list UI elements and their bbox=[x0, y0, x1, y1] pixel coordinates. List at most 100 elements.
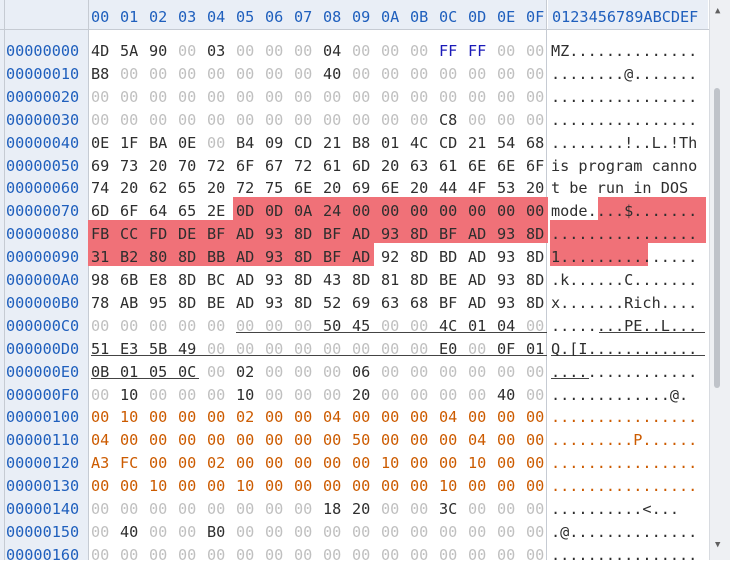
hex-byte[interactable]: 93 bbox=[265, 248, 284, 267]
hex-byte[interactable]: 00 bbox=[526, 385, 545, 404]
hex-byte[interactable]: 40 bbox=[497, 385, 516, 404]
ascii-row[interactable]: ................ bbox=[551, 477, 698, 496]
hex-byte[interactable]: 0B bbox=[91, 362, 110, 381]
hex-byte[interactable]: 00 bbox=[178, 500, 197, 518]
hex-byte[interactable]: 00 bbox=[410, 202, 429, 221]
hex-byte[interactable]: 00 bbox=[236, 522, 255, 541]
hex-byte[interactable]: 00 bbox=[352, 477, 371, 496]
hex-byte[interactable]: B0 bbox=[207, 522, 226, 541]
hex-byte[interactable]: 8D bbox=[178, 293, 197, 312]
hex-byte[interactable]: 63 bbox=[381, 293, 400, 312]
hex-byte[interactable]: 62 bbox=[149, 179, 168, 198]
hex-byte[interactable]: 00 bbox=[207, 385, 226, 404]
hex-byte[interactable]: 00 bbox=[178, 87, 197, 106]
hex-byte[interactable]: 03 bbox=[207, 42, 226, 60]
hex-byte[interactable]: 00 bbox=[439, 522, 458, 541]
hex-byte[interactable]: 00 bbox=[236, 42, 255, 60]
hex-byte[interactable]: 04 bbox=[468, 431, 487, 450]
hex-byte[interactable]: 00 bbox=[410, 431, 429, 450]
hex-byte[interactable]: 00 bbox=[381, 431, 400, 450]
hex-byte[interactable]: 00 bbox=[526, 316, 545, 335]
hex-byte[interactable]: AD bbox=[236, 225, 255, 244]
hex-byte[interactable]: BF bbox=[439, 225, 458, 244]
ascii-row[interactable]: ................ bbox=[551, 362, 698, 381]
hex-byte[interactable]: 00 bbox=[526, 431, 545, 450]
hex-byte[interactable]: 63 bbox=[410, 156, 429, 175]
hex-byte[interactable]: 00 bbox=[178, 42, 197, 60]
hex-byte[interactable]: 02 bbox=[236, 362, 255, 381]
hex-byte[interactable]: FB bbox=[91, 225, 110, 244]
hex-byte[interactable]: 8D bbox=[294, 293, 313, 312]
hex-byte[interactable]: 00 bbox=[178, 522, 197, 541]
hex-byte[interactable]: 00 bbox=[381, 500, 400, 518]
hex-byte[interactable]: 6B bbox=[120, 271, 139, 289]
hex-byte[interactable]: 00 bbox=[91, 87, 110, 106]
hex-byte[interactable]: 00 bbox=[381, 64, 400, 83]
hex-byte[interactable]: 00 bbox=[410, 477, 429, 496]
hex-byte[interactable]: 00 bbox=[497, 64, 516, 83]
hex-byte[interactable]: AD bbox=[468, 248, 487, 267]
ascii-row[interactable]: t be run in DOS bbox=[551, 179, 698, 198]
hex-byte[interactable]: 00 bbox=[323, 522, 342, 541]
ascii-row[interactable]: ........@....... bbox=[551, 64, 698, 83]
hex-byte[interactable]: 50 bbox=[352, 431, 371, 450]
hex-byte[interactable]: 00 bbox=[497, 408, 516, 427]
hex-byte[interactable]: 90 bbox=[149, 42, 168, 60]
hex-byte[interactable]: 00 bbox=[468, 110, 487, 129]
hex-byte[interactable]: 80 bbox=[149, 248, 168, 267]
hex-byte[interactable]: 00 bbox=[352, 42, 371, 60]
hex-byte[interactable]: 93 bbox=[497, 293, 516, 312]
hex-byte[interactable]: 00 bbox=[207, 431, 226, 450]
hex-byte[interactable]: BE bbox=[439, 271, 458, 289]
hex-byte[interactable]: FD bbox=[149, 225, 168, 244]
hex-byte[interactable]: AD bbox=[236, 271, 255, 289]
hex-byte[interactable]: 00 bbox=[236, 545, 255, 564]
hex-byte[interactable]: 00 bbox=[178, 454, 197, 473]
hex-byte[interactable]: 20 bbox=[120, 179, 139, 198]
hex-byte[interactable]: 00 bbox=[91, 522, 110, 541]
hex-byte[interactable]: 00 bbox=[410, 385, 429, 404]
hex-byte[interactable]: 00 bbox=[265, 408, 284, 427]
hex-byte[interactable]: 61 bbox=[323, 156, 342, 175]
hex-byte[interactable]: 49 bbox=[178, 339, 197, 358]
hex-byte[interactable]: 00 bbox=[468, 362, 487, 381]
hex-byte[interactable]: 00 bbox=[381, 477, 400, 496]
hex-byte[interactable]: 00 bbox=[236, 64, 255, 83]
ascii-row[interactable]: ................ bbox=[551, 408, 698, 427]
hex-byte[interactable]: 00 bbox=[526, 42, 545, 60]
hex-byte[interactable]: 00 bbox=[381, 202, 400, 221]
hex-byte[interactable]: 00 bbox=[294, 87, 313, 106]
hex-byte[interactable]: 81 bbox=[381, 271, 400, 289]
hex-byte[interactable]: 00 bbox=[352, 454, 371, 473]
hex-byte[interactable]: 10 bbox=[120, 408, 139, 427]
hex-byte[interactable]: 00 bbox=[410, 339, 429, 358]
hex-byte[interactable]: 00 bbox=[468, 500, 487, 518]
hex-byte[interactable]: FC bbox=[120, 454, 139, 473]
hex-byte[interactable]: 93 bbox=[497, 225, 516, 244]
hex-byte[interactable]: 00 bbox=[410, 454, 429, 473]
hex-byte[interactable]: 65 bbox=[178, 202, 197, 221]
hex-byte[interactable]: 20 bbox=[323, 179, 342, 198]
hex-byte[interactable]: 69 bbox=[91, 156, 110, 175]
hex-byte[interactable]: 0E bbox=[178, 133, 197, 152]
ascii-row[interactable]: Q.[I............ bbox=[551, 339, 698, 358]
hex-byte[interactable]: 00 bbox=[265, 385, 284, 404]
hex-selection[interactable] bbox=[88, 220, 548, 244]
hex-byte[interactable]: 00 bbox=[323, 545, 342, 564]
hex-byte[interactable]: 00 bbox=[178, 477, 197, 496]
hex-byte[interactable]: AD bbox=[468, 293, 487, 312]
hex-byte[interactable]: 00 bbox=[265, 454, 284, 473]
hex-byte[interactable]: BE bbox=[207, 293, 226, 312]
hex-byte[interactable]: 8D bbox=[526, 293, 545, 312]
hex-byte[interactable]: 00 bbox=[207, 64, 226, 83]
hex-byte[interactable]: 00 bbox=[294, 339, 313, 358]
hex-byte[interactable]: 00 bbox=[497, 522, 516, 541]
hex-byte[interactable]: 00 bbox=[207, 110, 226, 129]
hex-byte[interactable]: 00 bbox=[294, 545, 313, 564]
hex-byte[interactable]: 40 bbox=[323, 64, 342, 83]
hex-byte[interactable]: 6F bbox=[526, 156, 545, 175]
hex-byte[interactable]: AD bbox=[468, 271, 487, 289]
hex-byte[interactable]: AD bbox=[236, 293, 255, 312]
hex-byte[interactable]: 24 bbox=[323, 202, 342, 221]
hex-byte[interactable]: 00 bbox=[294, 500, 313, 518]
